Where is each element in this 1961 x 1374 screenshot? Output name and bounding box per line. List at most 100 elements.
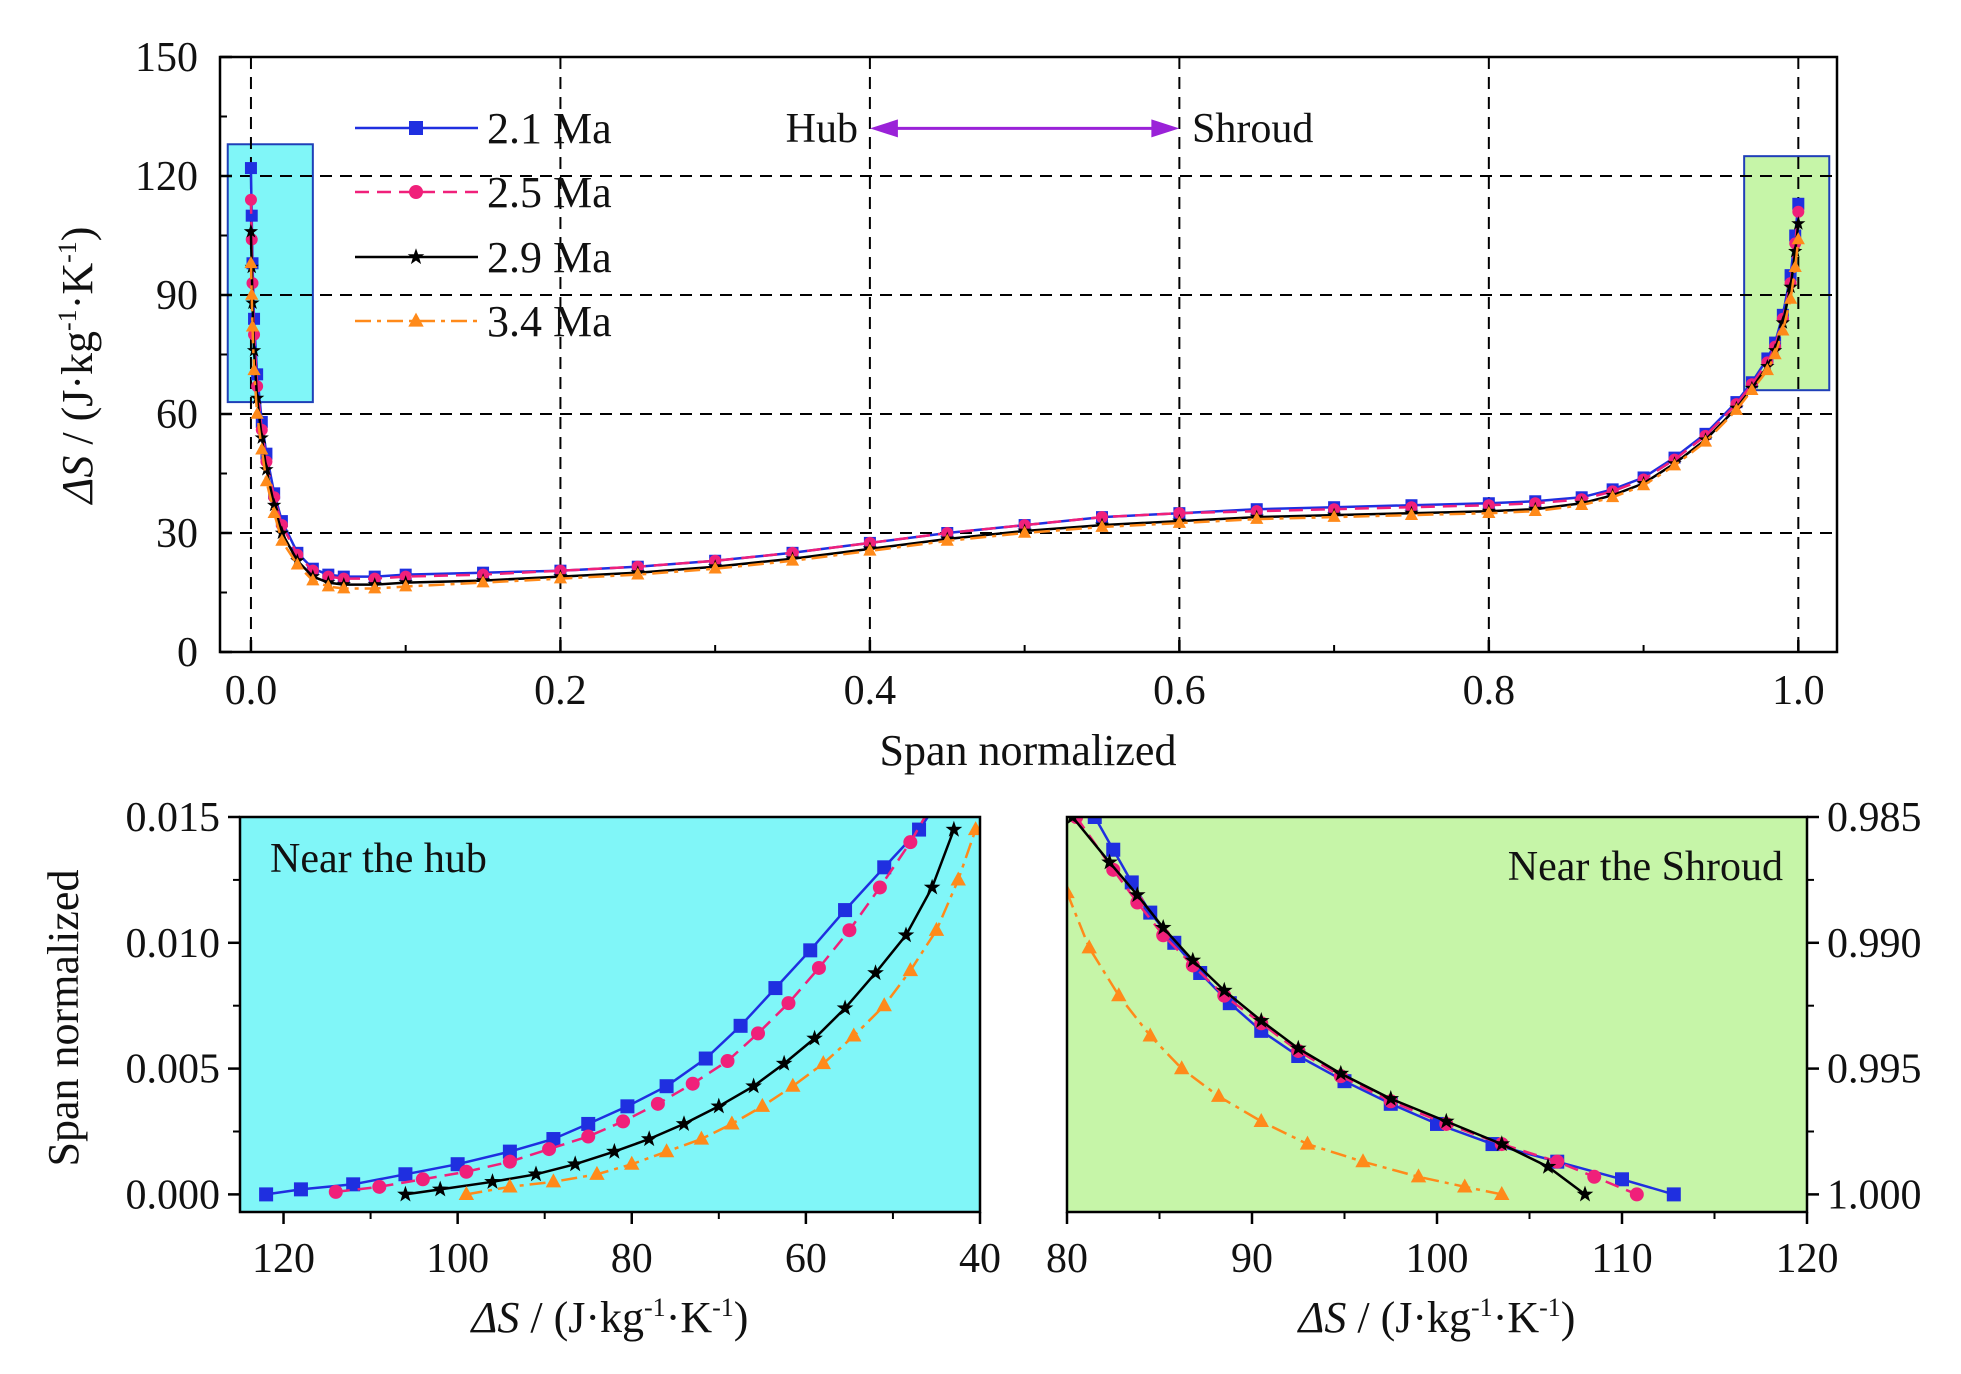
hub-shroud-arrow <box>869 119 1180 138</box>
x-tick-label-0-2: 0.2 <box>534 668 587 714</box>
shroud-point-3-4-ma-2 <box>1111 987 1127 1002</box>
hub-ticks: 120 100 80 60 40 0.000 0.005 0.010 0.015 <box>126 795 1002 1282</box>
main-y-unit-suffix: ) <box>53 227 102 242</box>
main-point-2-5-ma-0 <box>244 193 257 206</box>
hub-point-3-4-ma-1 <box>502 1178 518 1193</box>
shroud-x-unit-mid: ·K <box>1493 1293 1540 1342</box>
main-point-2-1-ma-0 <box>244 162 257 175</box>
main-point-3-4-ma-24 <box>1172 515 1186 528</box>
hub-point-3-4-ma-7 <box>724 1115 740 1130</box>
shroud-point-2-9-ma-7 <box>1289 1039 1307 1056</box>
shroud-point-2-9-ma-3 <box>1154 919 1172 935</box>
hub-x-unit-prefix: / (J·kg <box>519 1293 644 1342</box>
hub-point-2-9-ma-15 <box>923 878 941 895</box>
hub-point-2-5-ma-14 <box>842 923 857 938</box>
hub-point-2-5-ma-8 <box>650 1096 665 1111</box>
hub-point-2-1-ma-13 <box>803 943 818 958</box>
main-y-unit-mid: ·K <box>53 263 102 310</box>
shroud-series-3-4-ma <box>1067 884 1510 1200</box>
main-x-axis-title: Span normalized <box>880 726 1177 775</box>
main-point-3-4-ma-3 <box>247 363 261 376</box>
main-point-2-9-ma-42 <box>1791 216 1806 230</box>
shroud-series-clip <box>1067 817 1681 1202</box>
main-point-3-4-ma-10 <box>306 573 320 586</box>
shroud-point-3-4-ma-3 <box>1142 1027 1158 1042</box>
main-point-3-4-ma-29 <box>1528 503 1542 516</box>
shroud-point-2-9-ma-13 <box>1576 1185 1594 1202</box>
main-point-3-4-ma-28 <box>1482 505 1496 518</box>
main-point-3-4-ma-22 <box>1018 525 1032 538</box>
hub-point-2-5-ma-2 <box>415 1172 430 1187</box>
hub-point-2-1-ma-14 <box>838 903 853 918</box>
legend-markers <box>355 121 478 327</box>
shroud-point-3-4-ma-4 <box>1174 1060 1190 1075</box>
hub-point-2-9-ma-0 <box>397 1185 414 1202</box>
arrow-head-left <box>869 119 898 138</box>
shroud-series <box>1067 817 1681 1202</box>
shroud-y-tick-label-1-000: 1.000 <box>1827 1172 1922 1218</box>
arrow-head-right <box>1151 119 1180 138</box>
hub-x-tick-label-80: 80 <box>611 1236 653 1282</box>
main-point-3-4-ma-14 <box>399 579 413 592</box>
hub-point-2-1-ma-1 <box>293 1182 308 1197</box>
hub-shroud-annotation: Hub Shroud <box>786 106 1314 152</box>
hub-point-2-5-ma-16 <box>903 835 918 850</box>
main-point-2-9-ma-39 <box>1775 315 1790 329</box>
hub-point-2-1-ma-15 <box>877 860 892 875</box>
hub-y-tick-label-0-000: 0.000 <box>126 1172 221 1218</box>
main-series-3-4-ma <box>244 232 1805 594</box>
shroud-x-tick-label-90: 90 <box>1231 1236 1273 1282</box>
shroud-point-2-9-ma-5 <box>1215 981 1233 998</box>
main-point-3-4-ma-39 <box>1776 323 1790 336</box>
hub-x-tick-label-100: 100 <box>426 1236 489 1282</box>
shroud-point-2-9-ma-1 <box>1101 853 1118 870</box>
hub-point-2-9-ma-8 <box>710 1097 728 1114</box>
hub-point-2-5-ma-12 <box>781 996 796 1011</box>
hub-x-tick-label-60: 60 <box>785 1236 827 1282</box>
shroud-line-3-4-ma <box>1067 892 1503 1196</box>
hub-label: Hub <box>786 106 858 152</box>
main-point-3-4-ma-33 <box>1667 458 1682 471</box>
main-point-2-5-ma-42 <box>1792 205 1805 218</box>
main-point-3-4-ma-27 <box>1404 507 1419 520</box>
shroud-point-3-4-ma-8 <box>1355 1153 1371 1168</box>
hub-point-2-9-ma-5 <box>606 1142 623 1159</box>
main-y-axis-title: ΔS / (J·kg-1·K-1) <box>53 227 102 506</box>
shroud-chart: 80 90 100 110 120 0.985 0.990 0.995 1.000 Near t… <box>1046 795 1922 1342</box>
main-point-2-9-ma-8 <box>274 525 289 540</box>
main-point-3-4-ma-40 <box>1783 291 1798 304</box>
hub-y-tick-label-0-015: 0.015 <box>126 795 221 841</box>
shroud-point-2-9-ma-12 <box>1539 1158 1557 1174</box>
shroud-point-2-1-ma-1 <box>1106 842 1121 857</box>
shroud-point-2-5-ma-14 <box>1629 1187 1644 1202</box>
shroud-point-2-1-ma-15 <box>1666 1187 1681 1202</box>
hub-line-2-5-ma <box>335 817 927 1194</box>
hub-point-2-1-ma-9 <box>659 1079 674 1094</box>
hub-x-tick-label-40: 40 <box>959 1236 1001 1282</box>
hub-series-2-9-ma <box>397 820 963 1202</box>
shroud-point-3-4-ma-7 <box>1299 1135 1316 1150</box>
hub-series <box>259 817 980 1202</box>
hub-plot-border <box>238 815 982 1214</box>
main-point-3-4-ma-5 <box>255 442 269 455</box>
main-point-2-9-ma-0 <box>243 224 259 238</box>
shroud-point-2-5-ma-13 <box>1587 1169 1602 1184</box>
shroud-x-unit-sup2: -1 <box>1539 1293 1561 1322</box>
hub-point-3-4-ma-10 <box>815 1055 831 1070</box>
legend-label-3-4-ma: 3.4 Ma <box>487 297 612 346</box>
hub-point-2-5-ma-13 <box>811 960 826 975</box>
main-series <box>243 162 1806 594</box>
hub-point-2-5-ma-15 <box>872 880 887 895</box>
hub-point-2-5-ma-6 <box>581 1129 596 1144</box>
y-tick-label-30: 30 <box>156 511 198 557</box>
legend-marker-2-5-ma <box>409 185 423 199</box>
shroud-point-3-4-ma-1 <box>1081 939 1097 954</box>
hub-point-2-9-ma-6 <box>640 1130 658 1147</box>
hub-point-3-4-ma-13 <box>902 962 919 977</box>
hub-y-axis-title: Span normalized <box>39 870 88 1167</box>
hub-point-2-5-ma-0 <box>328 1184 343 1199</box>
main-point-3-4-ma-36 <box>1745 383 1759 395</box>
hub-point-2-1-ma-3 <box>398 1167 413 1182</box>
main-point-2-9-ma-6 <box>259 462 274 476</box>
hub-point-2-5-ma-11 <box>751 1026 765 1041</box>
